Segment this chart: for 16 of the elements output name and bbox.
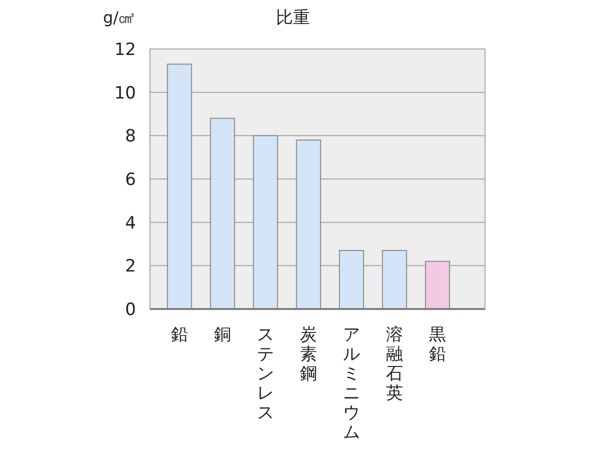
y-tick-label: 0 xyxy=(125,300,136,320)
y-axis-title: g/㎤ xyxy=(103,8,135,27)
y-tick-label: 10 xyxy=(114,83,136,104)
x-tick-label: ステンレス xyxy=(257,325,274,423)
x-tick-label: アルミニウム xyxy=(343,325,360,442)
y-tick-label: 8 xyxy=(125,126,136,147)
x-tick-label: 銅 xyxy=(214,325,231,345)
x-tick-label: 鉛 xyxy=(171,325,188,345)
x-tick-label: 炭素鋼 xyxy=(300,325,317,384)
y-tick-label: 2 xyxy=(125,256,136,277)
x-tick-label: 溶融石英 xyxy=(386,325,403,404)
y-tick-label: 4 xyxy=(125,213,136,234)
y-tick-label: 12 xyxy=(114,40,136,60)
y-tick-label: 6 xyxy=(125,170,136,190)
chart-title: 比重 xyxy=(276,8,310,28)
x-tick-label: 黒鉛 xyxy=(429,325,446,364)
